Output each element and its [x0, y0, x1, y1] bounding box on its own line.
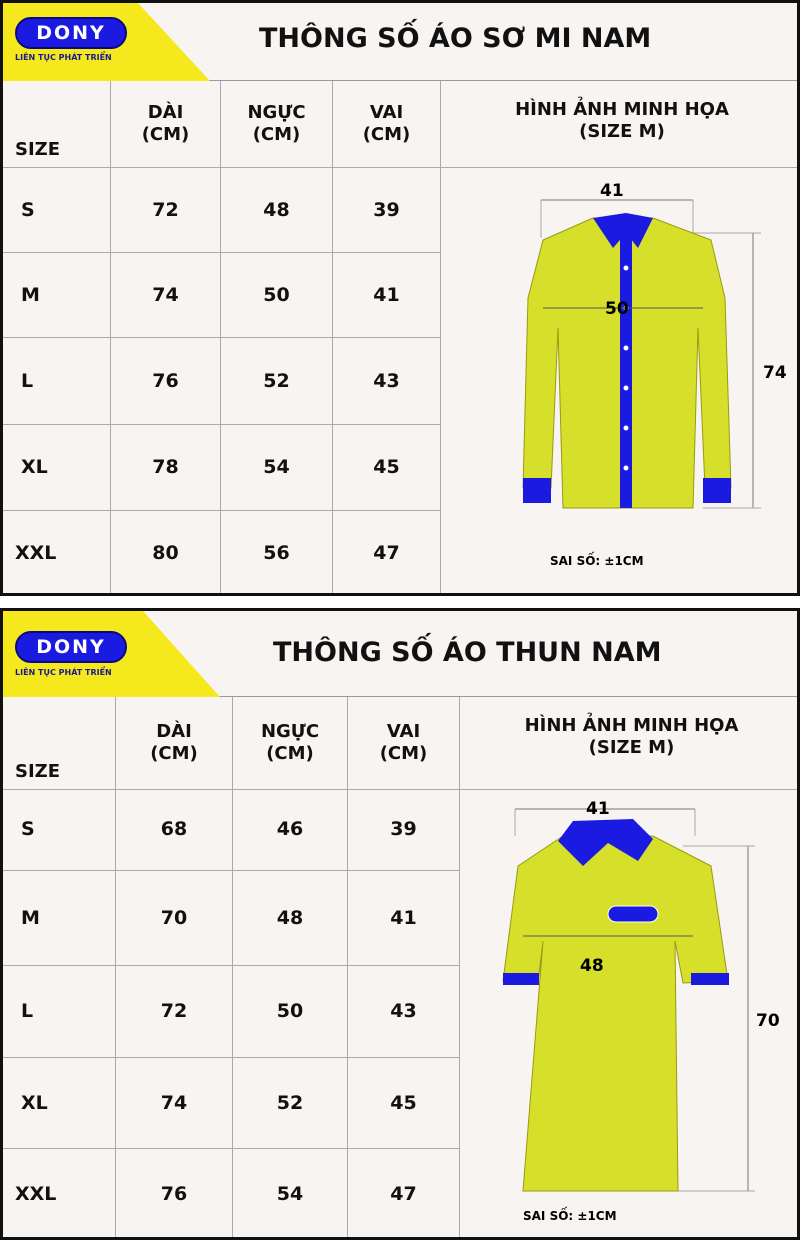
table-cell-shoulder: 39 [333, 168, 441, 253]
length-dimension: 70 [756, 1011, 780, 1031]
table-cell-shoulder: 43 [348, 966, 460, 1058]
length-dimension: 74 [763, 363, 787, 383]
table-cell-size: L [3, 338, 111, 425]
brand-slogan: LIÊN TỤC PHÁT TRIỂN [15, 668, 112, 677]
table-cell-length: 70 [116, 871, 233, 966]
table-cell-length: 76 [111, 338, 221, 425]
column-header-image: HÌNH ẢNH MINH HỌA (SIZE M) [441, 81, 797, 168]
column-header-shoulder: VAI (CM) [333, 81, 441, 168]
table-cell-length: 76 [116, 1149, 233, 1237]
table-cell-chest: 52 [233, 1058, 348, 1149]
table-cell-shoulder: 47 [333, 511, 441, 593]
table-cell-chest: 52 [221, 338, 333, 425]
table-cell-chest: 56 [221, 511, 333, 593]
table-cell-size: M [3, 871, 116, 966]
table-cell-length: 74 [111, 253, 221, 338]
tshirt-illustration [502, 808, 755, 1192]
table-cell-length: 72 [111, 168, 221, 253]
column-header-length: DÀI (CM) [116, 697, 233, 790]
column-header-size: SIZE [3, 697, 116, 790]
chest-dimension: 50 [605, 299, 629, 319]
chart-title: THÔNG SỐ ÁO SƠ MI NAM [259, 23, 652, 54]
table-cell-size: M [3, 253, 111, 338]
table-cell-shoulder: 45 [348, 1058, 460, 1149]
table-cell-chest: 54 [221, 425, 333, 511]
table-cell-size: XXL [3, 1149, 116, 1237]
table-cell-shoulder: 41 [333, 253, 441, 338]
table-cell-size: S [3, 789, 116, 871]
table-cell-size: XXL [3, 511, 111, 593]
column-header-image: HÌNH ẢNH MINH HỌA (SIZE M) [460, 697, 797, 790]
table-cell-shoulder: 39 [348, 789, 460, 871]
table-cell-size: S [3, 168, 111, 253]
chest-dimension: 48 [580, 956, 604, 976]
column-header-shoulder: VAI (CM) [348, 697, 460, 790]
column-header-chest: NGỰC (CM) [233, 697, 348, 790]
table-cell-length: 74 [116, 1058, 233, 1149]
table-cell-size: XL [3, 425, 111, 511]
tshirt-size-chart: DONY LIÊN TỤC PHÁT TRIỂN THÔNG SỐ ÁO THU… [0, 608, 800, 1240]
table-cell-length: 72 [116, 966, 233, 1058]
table-cell-shoulder: 41 [348, 871, 460, 966]
shoulder-dimension: 41 [600, 181, 624, 201]
table-cell-chest: 50 [221, 253, 333, 338]
tolerance-note: SAI SỐ: ±1CM [550, 554, 644, 568]
column-header-size: SIZE [3, 81, 111, 168]
table-cell-length: 68 [116, 789, 233, 871]
tolerance-note: SAI SỐ: ±1CM [523, 1209, 617, 1223]
dony-logo: DONY [15, 631, 127, 663]
brand-slogan: LIÊN TỤC PHÁT TRIỂN [15, 53, 112, 62]
chart-header: DONY LIÊN TỤC PHÁT TRIỂN THÔNG SỐ ÁO THU… [3, 611, 797, 697]
table-cell-chest: 46 [233, 789, 348, 871]
table-cell-shoulder: 43 [333, 338, 441, 425]
table-cell-size: XL [3, 1058, 116, 1149]
table-cell-chest: 48 [233, 871, 348, 966]
column-header-chest: NGỰC (CM) [221, 81, 333, 168]
dony-logo: DONY [15, 17, 127, 49]
column-header-length: DÀI (CM) [111, 81, 221, 168]
table-cell-chest: 48 [221, 168, 333, 253]
table-cell-shoulder: 45 [333, 425, 441, 511]
table-cell-size: L [3, 966, 116, 1058]
table-cell-length: 80 [111, 511, 221, 593]
chart-header: DONY LIÊN TỤC PHÁT TRIỂN THÔNG SỐ ÁO SƠ … [3, 3, 797, 81]
table-cell-chest: 54 [233, 1149, 348, 1237]
table-cell-chest: 50 [233, 966, 348, 1058]
table-cell-shoulder: 47 [348, 1149, 460, 1237]
shirt-illustration [522, 199, 761, 509]
shoulder-dimension: 41 [586, 799, 610, 819]
table-cell-length: 78 [111, 425, 221, 511]
shirt-size-chart: DONY LIÊN TỤC PHÁT TRIỂN THÔNG SỐ ÁO SƠ … [0, 0, 800, 596]
chart-title: THÔNG SỐ ÁO THUN NAM [273, 637, 662, 668]
